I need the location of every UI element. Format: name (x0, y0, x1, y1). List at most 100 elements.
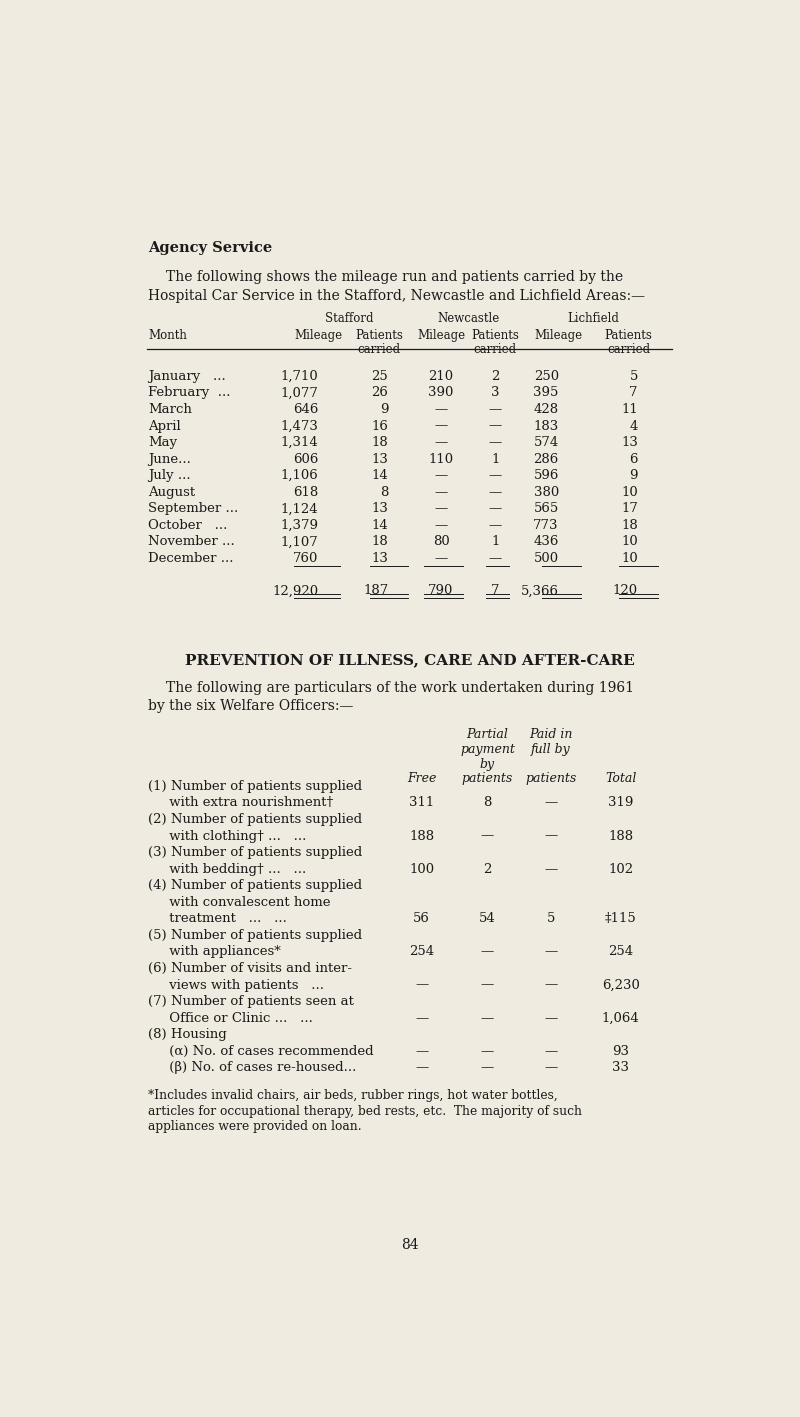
Text: Mileage: Mileage (534, 329, 583, 341)
Text: —: — (489, 502, 502, 516)
Text: 8: 8 (483, 796, 492, 809)
Text: —: — (545, 1061, 558, 1074)
Text: 1: 1 (491, 536, 499, 548)
Text: —: — (415, 979, 428, 992)
Text: 2: 2 (491, 370, 499, 383)
Text: Patients: Patients (471, 329, 519, 341)
Text: 1,124: 1,124 (281, 502, 318, 516)
Text: Total: Total (605, 772, 637, 785)
Text: 13: 13 (371, 452, 388, 466)
Text: (α) No. of cases recommended: (α) No. of cases recommended (148, 1044, 374, 1057)
Text: by: by (480, 758, 495, 771)
Text: Agency Service: Agency Service (148, 241, 272, 255)
Text: patients: patients (462, 772, 513, 785)
Text: carried: carried (607, 343, 650, 356)
Text: 1,106: 1,106 (281, 469, 318, 482)
Text: 54: 54 (479, 913, 496, 925)
Text: July ...: July ... (148, 469, 190, 482)
Text: 18: 18 (621, 519, 638, 531)
Text: 5: 5 (547, 913, 555, 925)
Text: 13: 13 (621, 436, 638, 449)
Text: 84: 84 (401, 1238, 419, 1253)
Text: December ...: December ... (148, 553, 234, 565)
Text: with bedding† ...   ...: with bedding† ... ... (148, 863, 306, 876)
Text: carried: carried (358, 343, 401, 356)
Text: —: — (434, 469, 448, 482)
Text: articles for occupational therapy, bed rests, etc.  The majority of such: articles for occupational therapy, bed r… (148, 1105, 582, 1118)
Text: —: — (434, 553, 448, 565)
Text: 1,314: 1,314 (281, 436, 318, 449)
Text: Office or Clinic ...   ...: Office or Clinic ... ... (148, 1012, 313, 1024)
Text: 102: 102 (608, 863, 634, 876)
Text: with clothing† ...   ...: with clothing† ... ... (148, 829, 306, 843)
Text: Hospital Car Service in the Stafford, Newcastle and Lichfield Areas:—: Hospital Car Service in the Stafford, Ne… (148, 289, 645, 303)
Text: 10: 10 (621, 553, 638, 565)
Text: The following shows the mileage run and patients carried by the: The following shows the mileage run and … (166, 271, 623, 285)
Text: full by: full by (531, 743, 571, 755)
Text: 6: 6 (630, 452, 638, 466)
Text: 606: 606 (293, 452, 318, 466)
Text: Month: Month (148, 329, 187, 341)
Text: Free: Free (407, 772, 436, 785)
Text: 14: 14 (371, 469, 388, 482)
Text: with appliances*: with appliances* (148, 945, 281, 958)
Text: 18: 18 (371, 536, 388, 548)
Text: The following are particulars of the work undertaken during 1961: The following are particulars of the wor… (166, 680, 634, 694)
Text: views with patients   ...: views with patients ... (148, 979, 324, 992)
Text: with extra nourishment†: with extra nourishment† (148, 796, 334, 809)
Text: —: — (434, 402, 448, 417)
Text: patients: patients (526, 772, 577, 785)
Text: (7) Number of patients seen at: (7) Number of patients seen at (148, 995, 354, 1007)
Text: 33: 33 (612, 1061, 630, 1074)
Text: Patients: Patients (355, 329, 403, 341)
Text: 13: 13 (371, 553, 388, 565)
Text: —: — (481, 979, 494, 992)
Text: 7: 7 (491, 584, 499, 598)
Text: September ...: September ... (148, 502, 238, 516)
Text: 4: 4 (630, 419, 638, 432)
Text: 1,379: 1,379 (281, 519, 318, 531)
Text: 210: 210 (429, 370, 454, 383)
Text: —: — (434, 519, 448, 531)
Text: 2: 2 (483, 863, 492, 876)
Text: 596: 596 (534, 469, 558, 482)
Text: June...: June... (148, 452, 191, 466)
Text: —: — (481, 1061, 494, 1074)
Text: —: — (481, 829, 494, 843)
Text: 500: 500 (534, 553, 558, 565)
Text: —: — (489, 486, 502, 499)
Text: —: — (415, 1061, 428, 1074)
Text: (2) Number of patients supplied: (2) Number of patients supplied (148, 813, 362, 826)
Text: 56: 56 (413, 913, 430, 925)
Text: appliances were provided on loan.: appliances were provided on loan. (148, 1121, 362, 1134)
Text: —: — (434, 419, 448, 432)
Text: 380: 380 (534, 486, 558, 499)
Text: 5: 5 (630, 370, 638, 383)
Text: —: — (545, 979, 558, 992)
Text: 14: 14 (371, 519, 388, 531)
Text: 18: 18 (371, 436, 388, 449)
Text: 1: 1 (491, 452, 499, 466)
Text: Lichfield: Lichfield (568, 312, 620, 324)
Text: 646: 646 (293, 402, 318, 417)
Text: *Includes invalid chairs, air beds, rubber rings, hot water bottles,: *Includes invalid chairs, air beds, rubb… (148, 1090, 558, 1102)
Text: 565: 565 (534, 502, 558, 516)
Text: treatment   ...   ...: treatment ... ... (148, 913, 287, 925)
Text: 110: 110 (429, 452, 454, 466)
Text: 8: 8 (380, 486, 388, 499)
Text: —: — (545, 796, 558, 809)
Text: 254: 254 (409, 945, 434, 958)
Text: 1,077: 1,077 (281, 387, 318, 400)
Text: 188: 188 (608, 829, 634, 843)
Text: —: — (489, 419, 502, 432)
Text: 17: 17 (621, 502, 638, 516)
Text: 254: 254 (608, 945, 634, 958)
Text: 1,064: 1,064 (602, 1012, 640, 1024)
Text: 1,107: 1,107 (281, 536, 318, 548)
Text: 188: 188 (409, 829, 434, 843)
Text: Mileage: Mileage (294, 329, 342, 341)
Text: 183: 183 (534, 419, 558, 432)
Text: 286: 286 (534, 452, 558, 466)
Text: 3: 3 (491, 387, 499, 400)
Text: October   ...: October ... (148, 519, 227, 531)
